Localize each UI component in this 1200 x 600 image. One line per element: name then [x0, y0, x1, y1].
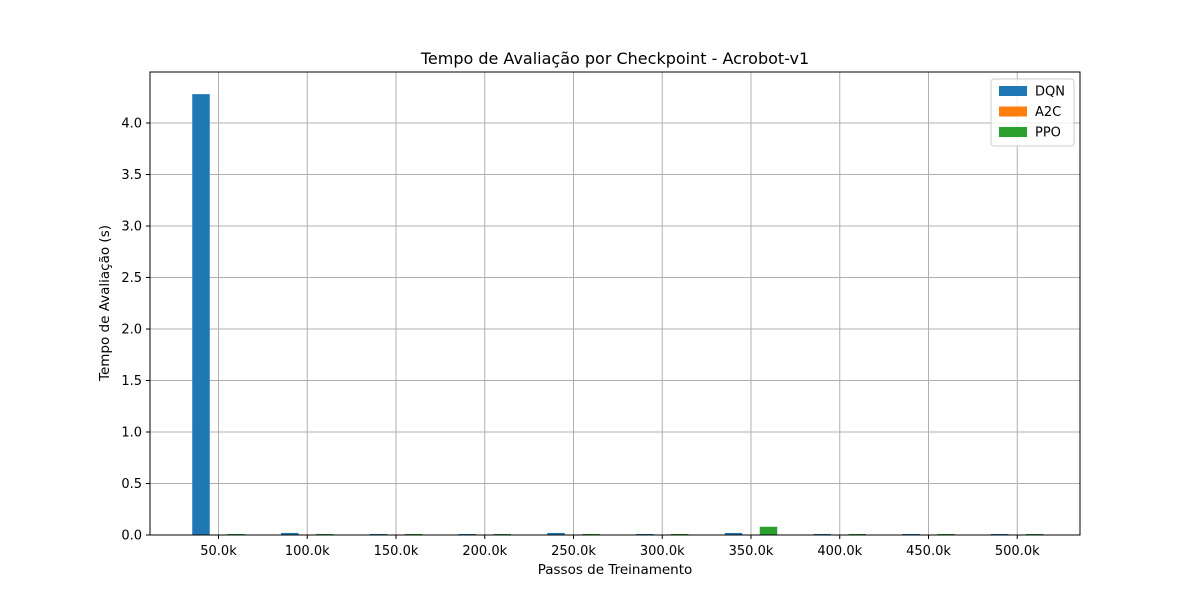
y-tick-label: 0.0 — [121, 529, 142, 544]
chart-title: Tempo de Avaliação por Checkpoint - Acro… — [420, 49, 809, 68]
y-tick-label: 1.5 — [121, 374, 142, 389]
bar-ppo-150.0k — [404, 533, 423, 535]
x-tick-label: 250.0k — [551, 544, 596, 559]
legend-label-a2c: A2C — [1035, 105, 1061, 120]
x-tick-label: 150.0k — [374, 544, 419, 559]
legend-label-dqn: DQN — [1035, 85, 1065, 100]
x-tick-label: 450.0k — [906, 544, 951, 559]
bar-dqn-150.0k — [369, 533, 388, 535]
bar-dqn-300.0k — [636, 533, 654, 535]
y-tick-label: 3.5 — [121, 168, 142, 183]
legend-swatch-ppo — [999, 127, 1027, 137]
x-tick-label: 50.0k — [200, 544, 237, 559]
legend-swatch-dqn — [999, 86, 1027, 96]
y-tick-label: 1.0 — [121, 426, 142, 441]
y-axis-label: Tempo de Avaliação (s) — [97, 225, 113, 382]
legend-swatch-a2c — [999, 106, 1027, 117]
bar-dqn-100.0k — [281, 532, 299, 535]
bar-dqn-350.0k — [724, 532, 743, 535]
bar-dqn-250.0k — [547, 532, 565, 535]
bar-ppo-100.0k — [316, 533, 334, 535]
y-tick-label: 3.0 — [121, 220, 142, 235]
x-tick-label: 400.0k — [817, 544, 862, 559]
x-tick-label: 500.0k — [995, 544, 1040, 559]
x-tick-label: 200.0k — [462, 544, 507, 559]
legend: DQN A2C PPO — [990, 78, 1075, 147]
bar-dqn-500.0k — [991, 533, 1009, 535]
bar-ppo-400.0k — [848, 533, 866, 535]
y-tick-label: 0.5 — [121, 477, 142, 492]
bar-dqn-400.0k — [813, 533, 831, 535]
bar-ppo-250.0k — [582, 533, 600, 535]
bar-ppo-50.0k — [227, 533, 245, 535]
bar-dqn-200.0k — [458, 533, 476, 535]
x-ticks: 50.0k 100.0k 150.0k 200.0k 250.0k 300.0k 350.0… — [200, 535, 1040, 559]
y-tick-label: 4.0 — [121, 117, 142, 132]
bar-ppo-200.0k — [493, 533, 511, 535]
plot-frame — [149, 71, 1081, 536]
bars-group — [192, 94, 1044, 535]
bar-ppo-450.0k — [937, 533, 955, 535]
y-tick-label: 2.5 — [121, 271, 142, 286]
x-axis-label: Passos de Treinamento — [538, 562, 693, 578]
x-tick-label: 300.0k — [640, 544, 685, 559]
bar-dqn-450.0k — [902, 533, 920, 535]
y-tick-label: 2.0 — [121, 323, 142, 338]
bar-ppo-500.0k — [1026, 533, 1044, 535]
grid-lines — [150, 72, 1080, 536]
bar-ppo-350.0k — [759, 526, 778, 535]
bar-ppo-300.0k — [671, 533, 689, 535]
y-ticks: 0.0 0.5 1.0 1.5 2.0 2.5 3.0 3.5 4.0 — [121, 117, 150, 544]
bar-dqn-50.0k — [192, 94, 210, 535]
x-tick-label: 350.0k — [729, 544, 774, 559]
x-tick-label: 100.0k — [285, 544, 330, 559]
legend-label-ppo: PPO — [1035, 126, 1061, 141]
